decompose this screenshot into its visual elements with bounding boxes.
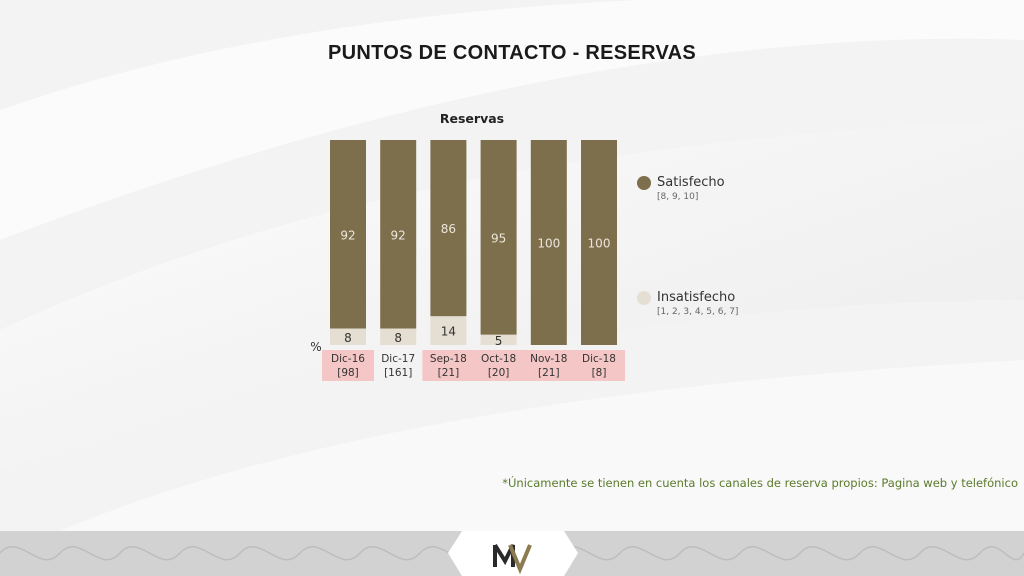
category-label: Oct-18 (481, 353, 516, 365)
legend-satisfied-label: Satisfecho (657, 175, 725, 190)
footnote: *Únicamente se tienen en cuenta los cana… (502, 476, 1018, 490)
page-title: PUNTOS DE CONTACTO - RESERVAS (327, 42, 696, 64)
legend-unsatisfied-swatch (637, 290, 651, 305)
bar-satisfied (380, 140, 417, 329)
sample-size-label: [21] (438, 367, 460, 379)
category-label: Sep-18 (430, 353, 467, 365)
value-label-satisfied: 100 (588, 237, 611, 251)
category-label: Dic-18 (582, 353, 616, 365)
bar-unsatisfied (380, 328, 417, 345)
bar-unsatisfied (430, 316, 467, 345)
legend-unsatisfied-range: [1, 2, 3, 4, 5, 6, 7] (657, 307, 739, 317)
legend-unsatisfied: Insatisfecho [1, 2, 3, 4, 5, 6, 7] (637, 290, 738, 317)
chart-title: Reservas (440, 111, 504, 126)
unit-label: % (310, 340, 321, 354)
value-label-satisfied: 95 (491, 231, 506, 245)
legend-satisfied: Satisfecho [8, 9, 10] (637, 175, 725, 202)
sample-size-label: [21] (538, 367, 560, 379)
category-label: Nov-18 (530, 353, 567, 365)
bar-unsatisfied (330, 328, 366, 345)
value-label-unsatisfied: 14 (441, 325, 456, 339)
value-label-satisfied: 92 (340, 228, 355, 242)
sample-size-label: [20] (488, 367, 510, 379)
category-highlight (322, 350, 374, 381)
category-highlight (422, 350, 475, 381)
mv-monogram-icon (448, 531, 578, 576)
sample-size-label: [8] (592, 367, 607, 379)
category-label: Dic-16 (331, 353, 365, 365)
category-highlight (573, 350, 625, 381)
sample-size-label: [161] (384, 367, 412, 379)
bar-satisfied (330, 140, 366, 329)
category-highlight (522, 350, 575, 381)
value-label-unsatisfied: 8 (394, 331, 402, 345)
category-highlight (472, 350, 525, 381)
bar-satisfied (480, 140, 517, 335)
bar-satisfied (530, 140, 567, 345)
legend-satisfied-range: [8, 9, 10] (657, 192, 699, 202)
bar-unsatisfied (480, 334, 517, 345)
value-label-unsatisfied: 5 (495, 334, 503, 348)
category-label: Dic-17 (381, 353, 415, 365)
bar-satisfied (430, 140, 467, 317)
value-label-satisfied: 86 (441, 222, 456, 236)
legend-unsatisfied-label: Insatisfecho (657, 290, 736, 305)
bar-satisfied (581, 140, 617, 345)
value-label-unsatisfied: 8 (344, 331, 352, 345)
value-label-satisfied: 100 (537, 237, 560, 251)
sample-size-label: [98] (337, 367, 359, 379)
ornament-pattern (0, 546, 1024, 561)
value-label-satisfied: 92 (391, 228, 406, 242)
legend-satisfied-swatch (637, 175, 651, 190)
